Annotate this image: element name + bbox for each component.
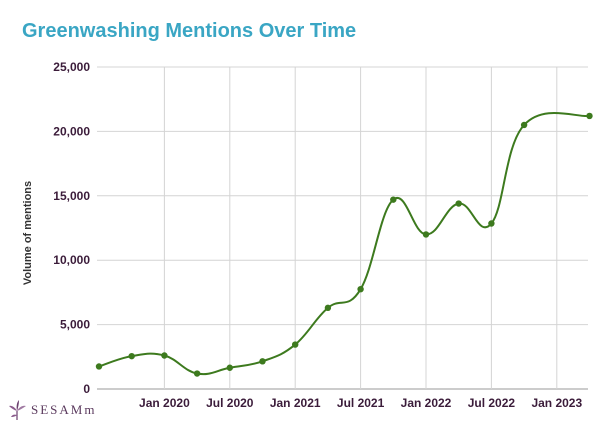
- y-tick-label: 15,000: [53, 189, 90, 203]
- series-layer: [98, 111, 590, 376]
- y-tick-label: 25,000: [53, 60, 90, 74]
- data-point[interactable]: [324, 304, 332, 312]
- data-point[interactable]: [193, 370, 201, 377]
- x-tick-label: Jul 2021: [337, 396, 385, 410]
- axes: 0 5,000 10,000 15,000 20,000 25,000 Jan 2020 Ju…: [53, 60, 582, 410]
- y-tick-label: 20,000: [53, 124, 90, 138]
- data-point[interactable]: [455, 200, 462, 207]
- x-tick-label: Jan 2023: [531, 396, 582, 410]
- data-point[interactable]: [488, 220, 495, 227]
- x-tick-label: Jul 2022: [468, 396, 516, 410]
- data-point[interactable]: [586, 112, 593, 120]
- data-point[interactable]: [128, 352, 135, 360]
- chart-title: Greenwashing Mentions Over Time: [22, 20, 357, 42]
- x-tick-label: Jan 2022: [401, 396, 452, 410]
- data-point[interactable]: [226, 364, 233, 371]
- x-tick-label: Jan 2021: [270, 396, 321, 410]
- x-tick-label: Jan 2020: [139, 396, 190, 410]
- data-point[interactable]: [390, 196, 397, 203]
- y-axis-label: Volume of mentions: [22, 181, 34, 285]
- data-point[interactable]: [292, 341, 299, 348]
- flower-icon: [9, 400, 26, 420]
- data-point[interactable]: [357, 285, 364, 293]
- y-tick-label: 5,000: [60, 318, 90, 332]
- data-point[interactable]: [422, 231, 430, 238]
- logo-text: SESAMm: [31, 402, 97, 417]
- data-point[interactable]: [161, 352, 168, 359]
- gridlines: [97, 66, 588, 390]
- data-point[interactable]: [520, 121, 528, 129]
- x-tick-label: Jul 2020: [206, 396, 254, 410]
- series-line: [98, 111, 590, 376]
- y-tick-label: 0: [83, 382, 90, 396]
- points-layer: [95, 112, 593, 377]
- data-point[interactable]: [95, 363, 103, 370]
- y-tick-label: 10,000: [53, 253, 90, 267]
- sesamm-logo: SESAMm: [6, 398, 96, 422]
- data-point[interactable]: [259, 358, 266, 365]
